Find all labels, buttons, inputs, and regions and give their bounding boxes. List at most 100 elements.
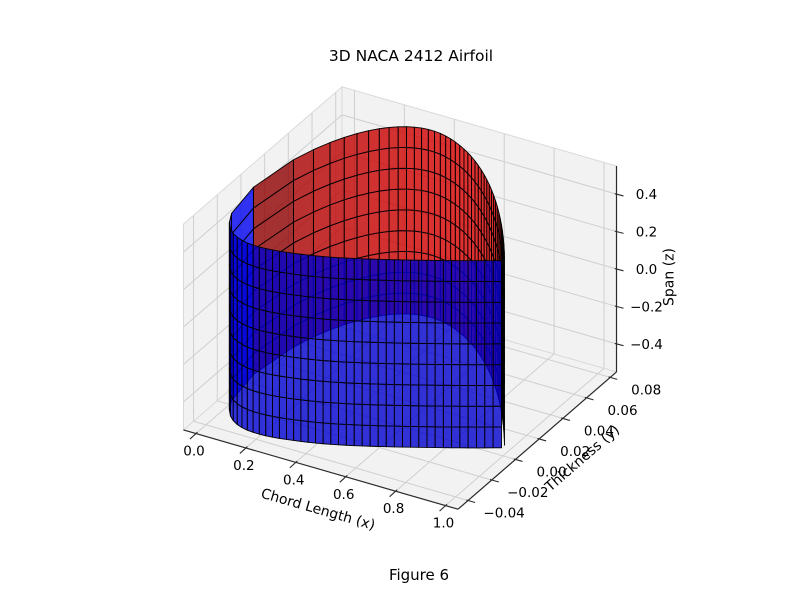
lower-surface-facet xyxy=(246,408,254,433)
lower-surface-facet xyxy=(286,355,295,379)
lower-surface-facet xyxy=(286,397,295,421)
upper-surface-facet xyxy=(378,210,390,234)
lower-surface-facet xyxy=(338,298,347,321)
upper-surface-facet xyxy=(459,207,465,233)
lower-surface-facet xyxy=(369,425,379,447)
lower-surface-facet xyxy=(426,405,436,428)
lower-surface-facet xyxy=(236,382,243,408)
lower-surface-facet xyxy=(353,382,363,405)
lower-surface-facet xyxy=(385,259,395,281)
lower-surface-facet xyxy=(467,405,477,428)
lower-surface-facet xyxy=(322,318,332,341)
lower-surface-facet xyxy=(345,257,355,280)
lower-surface-facet xyxy=(402,425,412,448)
lower-surface-facet xyxy=(293,336,302,359)
lower-surface-facet xyxy=(492,426,502,449)
lower-surface-facet xyxy=(286,251,295,275)
lower-surface-facet xyxy=(278,375,287,399)
lower-surface-facet xyxy=(300,253,309,277)
lower-surface-facet xyxy=(484,385,494,407)
lower-surface-facet xyxy=(293,315,302,338)
upper-surface-facet xyxy=(406,209,415,232)
lower-surface-facet xyxy=(293,252,302,276)
upper-surface-facet xyxy=(368,232,380,256)
upper-surface-facet xyxy=(388,147,399,170)
upper-surface-facet xyxy=(406,167,415,190)
upper-surface-facet xyxy=(413,209,423,233)
upper-surface-facet xyxy=(368,169,380,194)
upper-surface-facet xyxy=(427,212,436,236)
lower-surface-facet xyxy=(258,412,267,437)
lower-surface-facet xyxy=(426,259,436,282)
upper-surface-facet xyxy=(450,180,456,205)
upper-surface-facet xyxy=(368,128,380,152)
upper-surface-facet xyxy=(427,232,436,257)
upper-surface-facet xyxy=(356,192,370,218)
upper-surface-facet xyxy=(427,191,436,215)
lower-surface-facet xyxy=(293,419,302,442)
chart-title: 3D NACA 2412 Airfoil xyxy=(328,47,494,65)
lower-surface-facet xyxy=(252,369,260,394)
lower-surface-facet xyxy=(278,396,287,420)
lower-surface-facet xyxy=(265,414,273,438)
y-tick-label: −0.04 xyxy=(483,506,524,522)
lower-surface-facet xyxy=(241,323,248,348)
upper-surface-facet xyxy=(445,156,452,181)
lower-surface-facet xyxy=(475,343,486,366)
lower-surface-facet xyxy=(418,342,428,365)
lower-surface-facet xyxy=(410,405,420,428)
lower-surface-facet xyxy=(442,322,453,345)
z-tick-label: 0.2 xyxy=(636,225,657,241)
lower-surface-facet xyxy=(272,249,280,273)
lower-surface-facet xyxy=(345,361,355,384)
lower-surface-facet xyxy=(459,260,469,282)
upper-surface-facet xyxy=(450,159,456,185)
lower-surface-facet xyxy=(345,278,355,301)
lower-surface-facet xyxy=(492,301,502,324)
upper-surface-facet xyxy=(427,170,436,195)
lower-surface-facet xyxy=(286,272,295,296)
lower-surface-facet xyxy=(278,417,287,440)
lower-surface-facet xyxy=(377,425,387,448)
upper-surface-facet xyxy=(397,147,407,169)
upper-surface-facet xyxy=(378,126,390,150)
lower-surface-facet xyxy=(330,423,339,446)
lower-surface-facet xyxy=(330,256,339,279)
lower-surface-facet xyxy=(315,276,324,299)
upper-surface-facet xyxy=(397,167,407,190)
lower-surface-facet xyxy=(307,421,317,444)
lower-surface-facet xyxy=(475,301,486,324)
lower-surface-facet xyxy=(369,258,379,281)
lower-surface-facet xyxy=(278,250,287,274)
lower-surface-facet xyxy=(272,291,280,315)
upper-surface-facet xyxy=(434,130,441,155)
lower-surface-facet xyxy=(315,380,324,403)
lower-surface-facet xyxy=(241,260,248,286)
lower-surface-facet xyxy=(300,316,309,339)
upper-surface-facet xyxy=(463,148,469,175)
upper-surface-facet xyxy=(445,135,452,161)
lower-surface-facet xyxy=(278,292,287,316)
lower-surface-facet xyxy=(426,280,436,303)
lower-surface-facet xyxy=(258,308,267,333)
lower-surface-facet xyxy=(377,258,387,281)
lower-surface-facet xyxy=(293,273,302,297)
x-axis-title: Chord Length (x) xyxy=(259,486,377,534)
upper-surface-facet xyxy=(368,190,380,215)
lower-surface-facet xyxy=(315,255,324,278)
lower-surface-facet xyxy=(236,340,243,366)
lower-surface-facet xyxy=(459,405,469,428)
lower-surface-facet xyxy=(434,322,444,345)
lower-surface-facet xyxy=(258,392,267,416)
z-tick-label: 0.4 xyxy=(636,187,657,203)
lower-surface-facet xyxy=(385,342,395,365)
lower-surface-facet xyxy=(475,322,486,345)
lower-surface-facet xyxy=(353,424,363,447)
lower-surface-facet xyxy=(338,278,347,301)
upper-surface-facet xyxy=(439,216,447,241)
lower-surface-facet xyxy=(467,281,477,303)
lower-surface-facet xyxy=(322,276,332,300)
lower-surface-facet xyxy=(300,295,309,318)
lower-surface-facet xyxy=(252,348,260,373)
